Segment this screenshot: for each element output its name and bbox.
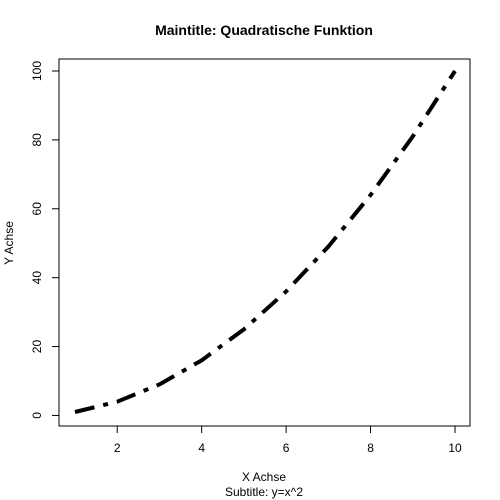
y-tick-label: 100 bbox=[30, 61, 44, 81]
y-tick-label: 80 bbox=[30, 133, 44, 147]
chart-subtitle: Subtitle: y=x^2 bbox=[225, 485, 303, 499]
plot-frame bbox=[58, 58, 471, 427]
x-axis: 2 4 6 8 10 bbox=[114, 426, 462, 455]
y-tick-label: 20 bbox=[30, 340, 44, 354]
x-tick-label: 4 bbox=[198, 441, 205, 455]
x-axis-label: X Achse bbox=[242, 470, 286, 484]
x-tick-label: 8 bbox=[367, 441, 374, 455]
y-tick-label: 0 bbox=[30, 412, 44, 419]
y-axis-label: Y Achse bbox=[2, 221, 16, 265]
y-axis: 0 20 40 60 80 100 bbox=[30, 61, 59, 419]
series-line bbox=[74, 69, 457, 414]
y-tick-label: 60 bbox=[30, 202, 44, 216]
series-layer bbox=[74, 69, 457, 414]
x-tick-label: 2 bbox=[114, 441, 121, 455]
y-tick-label: 40 bbox=[30, 271, 44, 285]
x-tick-label: 6 bbox=[283, 441, 290, 455]
chart-title: Maintitle: Quadratische Funktion bbox=[155, 22, 373, 38]
x-tick-label: 10 bbox=[448, 441, 462, 455]
